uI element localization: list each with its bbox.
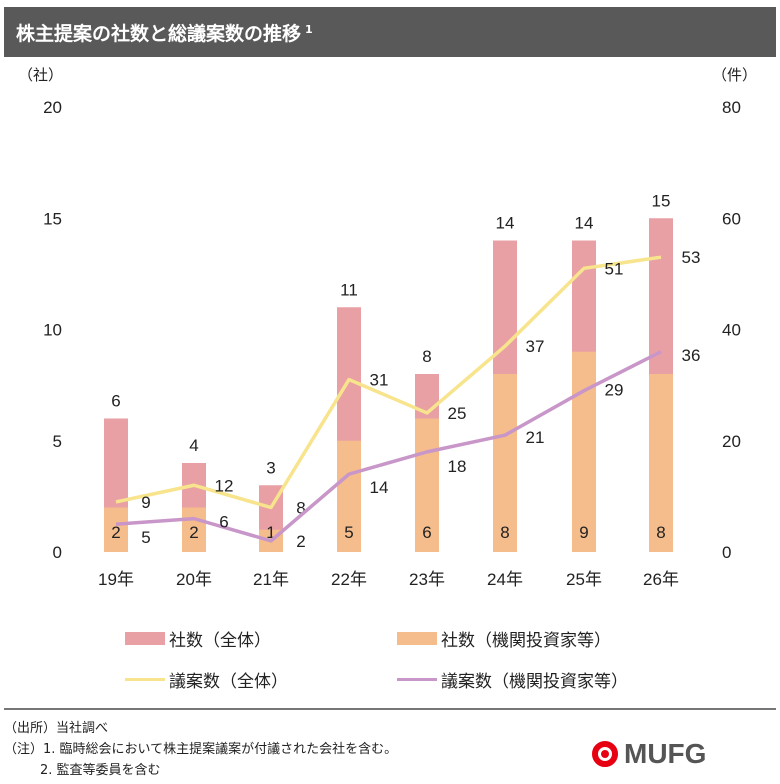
note-2: 2. 監査等委員を含む bbox=[40, 763, 161, 778]
line-institutional-label: 6 bbox=[219, 513, 228, 532]
right-tick-label: 60 bbox=[722, 209, 741, 228]
logo-text: MUFG bbox=[624, 738, 707, 769]
x-tick-label: 19年 bbox=[98, 570, 134, 589]
line-total-label: 9 bbox=[141, 493, 150, 512]
bar-companies-institutional bbox=[649, 374, 673, 552]
bar-total-label: 14 bbox=[496, 214, 515, 233]
title-bar: 株主提案の社数と総議案数の推移 1 bbox=[4, 7, 776, 57]
right-tick-label: 80 bbox=[722, 98, 741, 117]
page-title: 株主提案の社数と総議案数の推移 1 bbox=[16, 19, 313, 46]
line-institutional-label: 14 bbox=[370, 478, 389, 497]
x-tick-label: 24年 bbox=[487, 570, 523, 589]
legend-item-proposals-institutional: 議案数（機関投資家等） bbox=[397, 667, 628, 692]
legend-item-proposals-total: 議案数（全体） bbox=[125, 667, 288, 692]
x-tick-label: 20年 bbox=[176, 570, 212, 589]
bar-total-label: 4 bbox=[189, 436, 198, 455]
bar-institutional-label: 6 bbox=[422, 523, 431, 542]
bar-institutional-label: 1 bbox=[266, 523, 275, 542]
bar-total-label: 8 bbox=[422, 347, 431, 366]
title-text: 株主提案の社数と総議案数の推移 bbox=[16, 23, 302, 45]
x-tick-label: 21年 bbox=[253, 570, 289, 589]
line-total-label: 25 bbox=[448, 404, 467, 423]
bar-total-label: 14 bbox=[575, 214, 594, 233]
left-axis-unit: （社） bbox=[18, 67, 63, 84]
x-tick-label: 22年 bbox=[331, 570, 367, 589]
divider bbox=[4, 708, 776, 710]
right-tick-label: 40 bbox=[722, 321, 741, 340]
legend-item-companies-total: 社数（全体） bbox=[125, 626, 271, 651]
logo-mark-icon bbox=[592, 741, 618, 767]
legend-swatch bbox=[397, 678, 437, 681]
line-institutional-label: 29 bbox=[605, 381, 624, 400]
bar-total-label: 3 bbox=[266, 458, 275, 477]
mufg-logo: MUFG bbox=[592, 738, 706, 770]
bar-institutional-label: 2 bbox=[111, 523, 120, 542]
note-1: （注）1. 臨時総会において株主提案議案が付議された会社を含む。 bbox=[4, 742, 398, 757]
bar-companies-institutional bbox=[182, 507, 206, 552]
legend-swatch bbox=[125, 632, 165, 645]
bar-total-label: 15 bbox=[652, 191, 671, 210]
footnote-mark: 1 bbox=[305, 22, 313, 36]
line-institutional-label: 36 bbox=[682, 346, 701, 365]
x-tick-label: 25年 bbox=[566, 570, 602, 589]
legend-swatch bbox=[397, 632, 437, 645]
legend-swatch bbox=[125, 678, 165, 681]
line-institutional-label: 2 bbox=[296, 532, 305, 551]
bar-institutional-label: 5 bbox=[344, 523, 353, 542]
line-total-label: 51 bbox=[605, 259, 624, 278]
line-total-label: 37 bbox=[526, 337, 545, 356]
left-tick-label: 5 bbox=[53, 432, 62, 451]
line-institutional-label: 18 bbox=[448, 457, 467, 476]
bar-total-label: 6 bbox=[111, 392, 120, 411]
legend-item-companies-institutional: 社数（機関投資家等） bbox=[397, 626, 611, 651]
line-total-label: 31 bbox=[370, 371, 389, 390]
legend-label: 社数（機関投資家等） bbox=[441, 631, 611, 651]
line-total-label: 8 bbox=[296, 499, 305, 518]
line-total-label: 53 bbox=[682, 248, 701, 267]
bar-institutional-label: 8 bbox=[500, 523, 509, 542]
right-tick-label: 20 bbox=[722, 432, 741, 451]
left-tick-label: 15 bbox=[43, 209, 62, 228]
bar-companies-institutional bbox=[572, 351, 596, 552]
line-proposals-total bbox=[115, 255, 662, 510]
bar-companies-institutional bbox=[493, 374, 517, 552]
x-tick-label: 26年 bbox=[643, 570, 679, 589]
left-tick-label: 20 bbox=[43, 98, 62, 117]
line-total-label: 12 bbox=[215, 476, 234, 495]
legend-label: 社数（全体） bbox=[169, 631, 271, 651]
x-tick-label: 23年 bbox=[409, 570, 445, 589]
bar-companies-institutional bbox=[104, 507, 128, 552]
line-proposals-institutional bbox=[115, 350, 662, 543]
left-tick-label: 0 bbox=[53, 543, 62, 562]
right-tick-label: 0 bbox=[722, 543, 731, 562]
line-institutional-label: 21 bbox=[526, 428, 545, 447]
bar-companies-institutional bbox=[415, 418, 439, 552]
source-note: （出所）当社調べ bbox=[4, 721, 109, 736]
left-tick-label: 10 bbox=[43, 321, 62, 340]
bar-companies-institutional bbox=[337, 440, 361, 552]
bar-total-label: 11 bbox=[340, 280, 358, 299]
legend-label: 議案数（全体） bbox=[169, 672, 288, 692]
right-axis-unit: （件） bbox=[712, 67, 757, 84]
bar-institutional-label: 2 bbox=[189, 523, 198, 542]
bar-institutional-label: 8 bbox=[656, 523, 665, 542]
bar-institutional-label: 9 bbox=[579, 523, 588, 542]
line-institutional-label: 5 bbox=[141, 528, 150, 547]
legend-label: 議案数（機関投資家等） bbox=[441, 672, 628, 692]
